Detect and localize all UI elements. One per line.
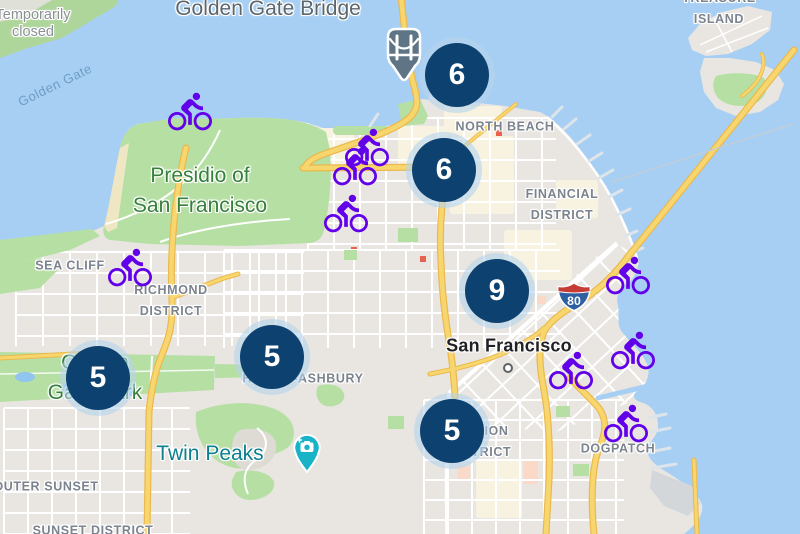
cluster-count: 9 <box>488 274 506 307</box>
cluster-count: 5 <box>263 340 281 373</box>
cluster-marker[interactable]: 5 <box>240 325 304 389</box>
bike-rider-icon[interactable] <box>324 192 368 236</box>
san-francisco-city-dot <box>503 363 513 373</box>
cluster-count: 6 <box>435 153 453 186</box>
shield-number: 80 <box>567 294 581 308</box>
cluster-marker[interactable]: 5 <box>66 346 130 410</box>
cluster-count: 5 <box>89 361 107 394</box>
bike-rider-icon[interactable] <box>108 246 152 290</box>
parks <box>0 99 589 500</box>
cluster-marker[interactable]: 9 <box>465 259 529 323</box>
bike-rider-icon[interactable] <box>549 349 593 393</box>
bridge-icon <box>386 27 422 82</box>
cluster-marker[interactable]: 5 <box>420 399 484 463</box>
bike-rider-icon[interactable] <box>606 254 650 298</box>
cluster-marker[interactable]: 6 <box>412 138 476 202</box>
golden-gate-bridge-pin[interactable] <box>384 26 424 84</box>
interstate-80-shield: 80 <box>557 282 591 312</box>
bike-rider-icon[interactable] <box>168 90 212 134</box>
cluster-marker[interactable]: 6 <box>425 43 489 107</box>
bike-rider-icon[interactable] <box>604 402 648 446</box>
ferry-route-line <box>611 123 794 183</box>
marin-headlands <box>0 0 118 58</box>
cluster-count: 5 <box>443 414 461 447</box>
bike-rider-icon[interactable] <box>611 329 655 373</box>
camera-icon <box>293 433 321 474</box>
cluster-count: 6 <box>448 58 466 91</box>
twin-peaks-photo-pin[interactable] <box>292 432 322 474</box>
bike-rider-icon[interactable] <box>333 145 377 189</box>
